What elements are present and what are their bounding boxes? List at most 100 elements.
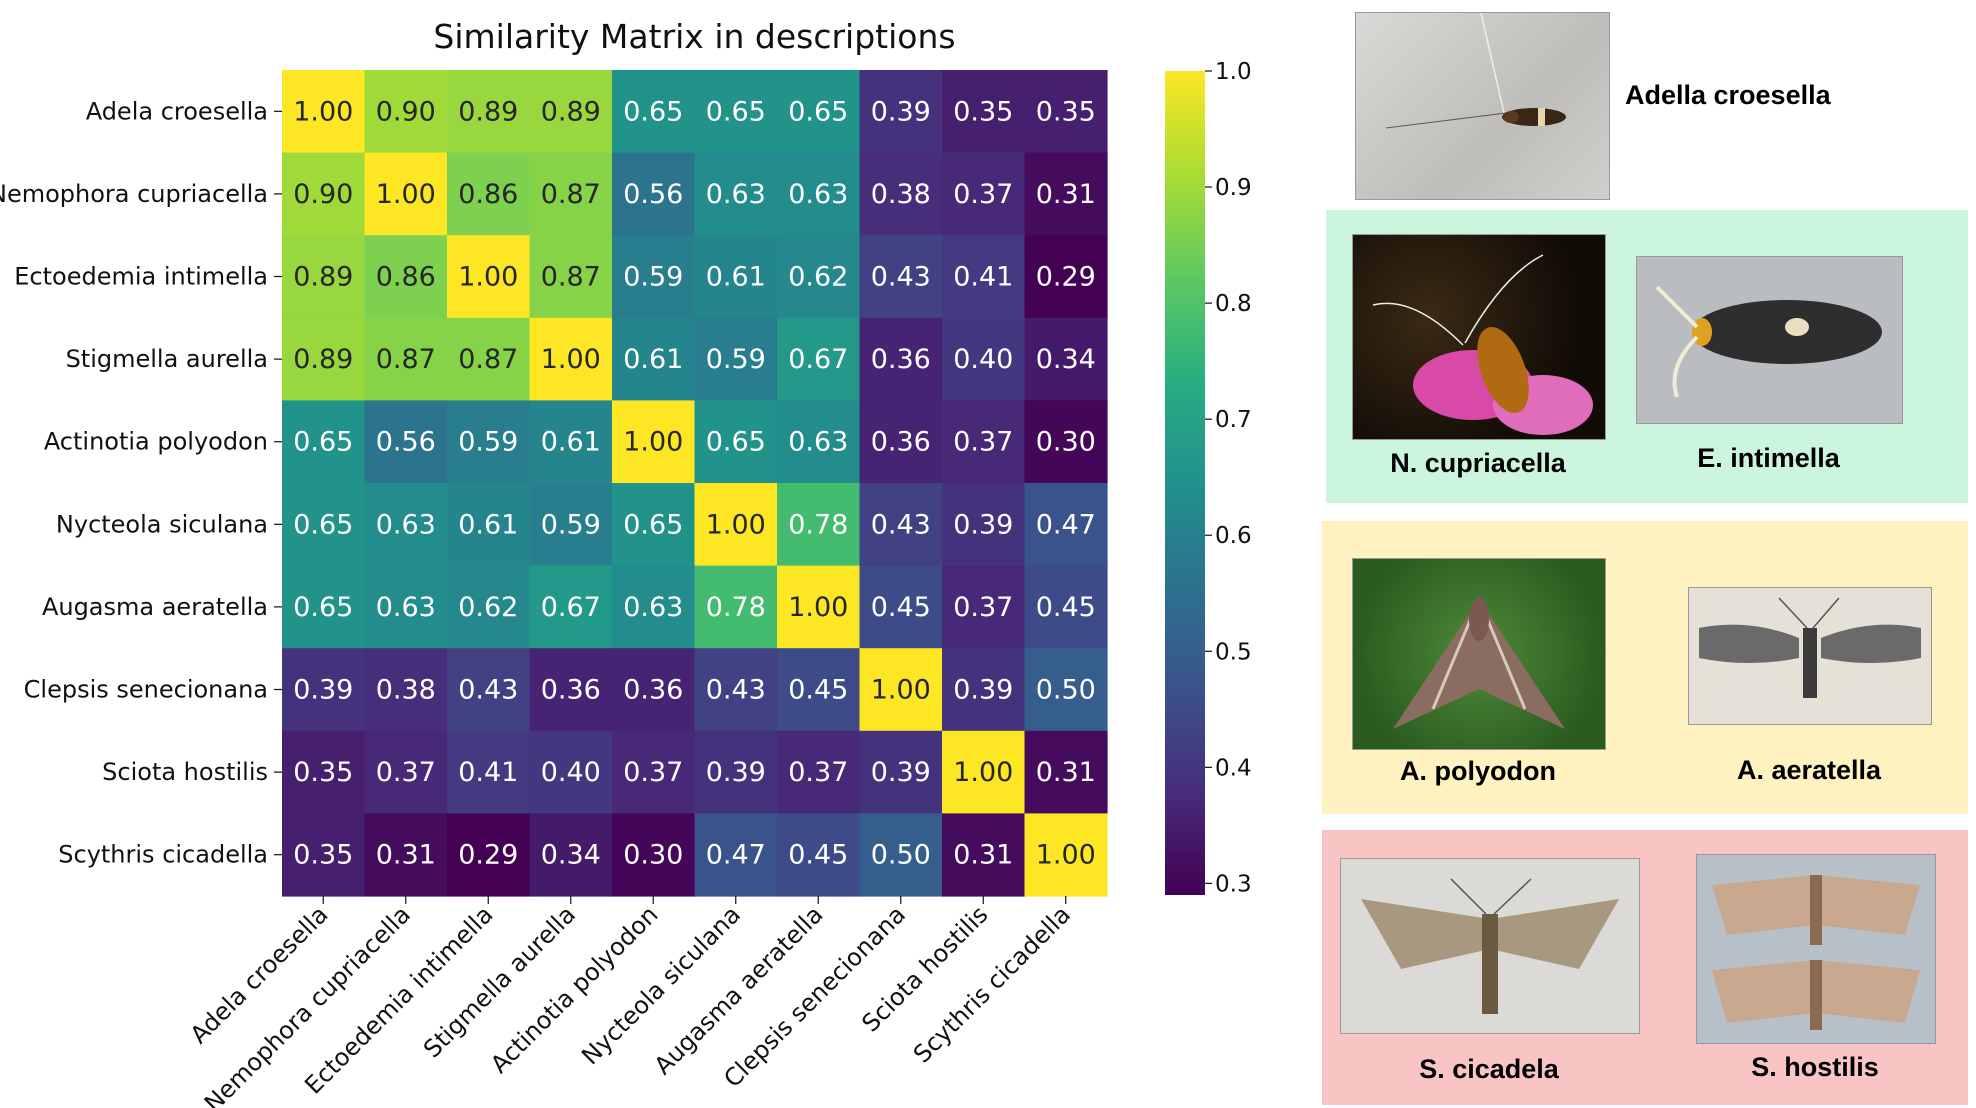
- heatmap-cell: [364, 648, 448, 732]
- heatmap-cell: [447, 317, 531, 401]
- heatmap-cell-value: 0.50: [1036, 675, 1096, 706]
- heatmap-cell-value: 0.38: [871, 179, 931, 210]
- heatmap-cell: [777, 648, 861, 732]
- colorbar-tick-label: 0.7: [1215, 407, 1252, 433]
- heatmap-cell: [529, 813, 613, 897]
- heatmap-cell: [694, 152, 778, 236]
- heatmap-cell-value: 0.50: [871, 840, 931, 871]
- heatmap-cell: [942, 565, 1026, 649]
- heatmap-cell-value: 0.65: [623, 96, 683, 127]
- heatmap-cell-value: 0.45: [788, 840, 848, 871]
- column-label: Adela croesella: [185, 900, 334, 1049]
- heatmap-cell-value: 0.43: [706, 675, 766, 706]
- heatmap-cell-value: 0.87: [541, 262, 601, 293]
- heatmap-cell-value: 0.41: [458, 757, 518, 788]
- heatmap-cell-value: 0.65: [706, 427, 766, 458]
- heatmap-cell-value: 0.65: [623, 509, 683, 540]
- row-label: Stigmella aurella: [66, 345, 268, 373]
- colorbar-tick-label: 0.6: [1215, 523, 1252, 549]
- heatmap-cell: [1024, 565, 1108, 649]
- heatmap-cell-value: 0.61: [623, 344, 683, 375]
- heatmap-cell-value: 0.90: [376, 96, 436, 127]
- heatmap-cell: [447, 648, 531, 732]
- heatmap-cell-value: 0.39: [871, 757, 931, 788]
- heatmap-cell: [529, 730, 613, 814]
- heatmap-cell-value: 0.89: [293, 262, 353, 293]
- heatmap-cell: [777, 152, 861, 236]
- heatmap-cell: [859, 235, 943, 319]
- heatmap-cell-value: 0.29: [1036, 262, 1096, 293]
- moth-illustration: [1393, 597, 1565, 729]
- heatmap-cell: [364, 152, 448, 236]
- heatmap-cell: [1024, 648, 1108, 732]
- heatmap-cell-value: 0.65: [293, 592, 353, 623]
- heatmap-cell: [612, 400, 696, 484]
- heatmap-cell-value: 0.37: [953, 427, 1013, 458]
- photo-actinotia-polyodon: [1352, 558, 1606, 750]
- heatmap-cell-value: 0.45: [1036, 592, 1096, 623]
- heatmap-cell: [859, 70, 943, 154]
- heatmap-cell-value: 0.30: [623, 840, 683, 871]
- heatmap-cell: [364, 317, 448, 401]
- caption-a-polyodon: A. polyodon: [1400, 756, 1556, 786]
- heatmap-cell-value: 1.00: [458, 262, 518, 293]
- row-label: Scythris cicadella: [58, 841, 268, 869]
- heatmap-cell: [529, 648, 613, 732]
- heatmap-cell: [364, 235, 448, 319]
- heatmap-cell: [529, 565, 613, 649]
- heatmap-cell: [859, 152, 943, 236]
- heatmap-cell: [694, 730, 778, 814]
- heatmap-cell: [694, 235, 778, 319]
- panel-yellow: A. polyodon A. aeratella: [1322, 521, 1968, 814]
- heatmap-cell-value: 0.35: [293, 840, 353, 871]
- heatmap-cell: [364, 730, 448, 814]
- heatmap-cell: [859, 813, 943, 897]
- heatmap-cell-value: 0.37: [953, 179, 1013, 210]
- heatmap-cell: [1024, 317, 1108, 401]
- heatmap-cell: [447, 565, 531, 649]
- moth-illustration: [1361, 878, 1619, 1014]
- heatmap-cell-value: 1.00: [623, 427, 683, 458]
- colorbar-tick-label: 0.3: [1215, 871, 1252, 897]
- heatmap-cell-value: 0.31: [953, 840, 1013, 871]
- panel-red: S. cicadela S. hostilis: [1322, 830, 1968, 1105]
- heatmap-cell-value: 0.35: [1036, 96, 1096, 127]
- heatmap-cell-value: 0.89: [458, 96, 518, 127]
- heatmap-cell-value: 0.39: [871, 96, 931, 127]
- heatmap-cell: [282, 400, 366, 484]
- heatmap-cell-value: 0.40: [541, 757, 601, 788]
- photo-sciota-hostilis: [1696, 854, 1936, 1044]
- heatmap-cell-value: 0.61: [706, 262, 766, 293]
- heatmap-cell: [612, 235, 696, 319]
- heatmap-cell: [447, 730, 531, 814]
- colorbar-tick-label: 0.4: [1215, 755, 1252, 781]
- heatmap-cell-value: 0.37: [953, 592, 1013, 623]
- heatmap-cell-value: 0.38: [376, 675, 436, 706]
- heatmap-cell-value: 0.59: [706, 344, 766, 375]
- heatmap-cell-value: 0.36: [541, 675, 601, 706]
- heatmap-cell: [282, 730, 366, 814]
- heatmap-cell: [529, 152, 613, 236]
- colorbar-tick-label: 0.8: [1215, 291, 1252, 317]
- heatmap-cell: [859, 400, 943, 484]
- heatmap-cells: 1.00 0.90 0.89 0.89 0.65 0.65 0.65 0.39 0.35 0.35…: [282, 70, 1108, 897]
- heatmap-cell-value: 0.89: [541, 96, 601, 127]
- heatmap-cell-value: 0.29: [458, 840, 518, 871]
- heatmap-cell: [282, 235, 366, 319]
- heatmap-cell-value: 0.47: [1036, 509, 1096, 540]
- heatmap-cell-value: 0.43: [871, 262, 931, 293]
- heatmap-cell-value: 0.37: [376, 757, 436, 788]
- heatmap-cell-value: 0.90: [293, 179, 353, 210]
- colorbar-gradient: [1165, 71, 1205, 895]
- heatmap-cell: [282, 152, 366, 236]
- heatmap-cell: [1024, 483, 1108, 567]
- heatmap-cell: [1024, 400, 1108, 484]
- heatmap-cell: [777, 400, 861, 484]
- heatmap-cell-value: 0.39: [706, 757, 766, 788]
- heatmap-cell: [612, 152, 696, 236]
- caption-n-cupriacella: N. cupriacella: [1390, 448, 1566, 478]
- heatmap-cell: [529, 70, 613, 154]
- heatmap-cell-value: 0.78: [706, 592, 766, 623]
- heatmap-cell-value: 0.86: [376, 262, 436, 293]
